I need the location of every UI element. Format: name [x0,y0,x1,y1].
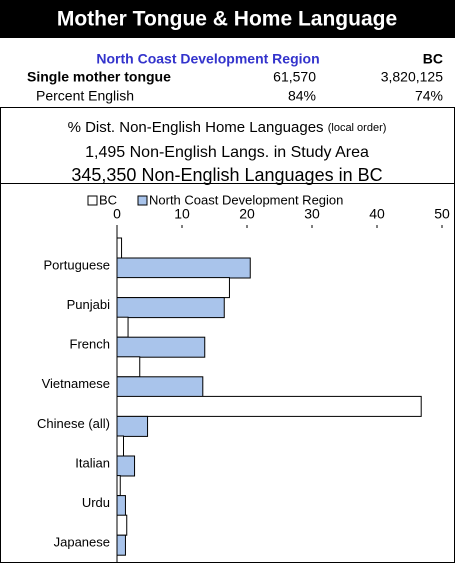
chart: BC North Coast Development Region 0 10 20 30 4… [37,192,450,562]
bar [116,415,149,437]
bar [116,395,422,417]
bar [116,257,251,279]
bar [116,514,128,536]
cell: 74% [415,88,443,104]
column-header: North Coast Development Region [96,51,319,67]
bar [116,336,206,358]
bar [116,237,123,259]
summary-line: 1,495 Non-English Langs. in Study Area [85,144,369,161]
x-tick-label: 30 [304,206,320,222]
legend-label: North Coast Development Region [149,192,343,207]
chart-box [0,183,455,563]
bar [116,376,204,398]
bar [116,356,141,378]
category-label: Italian [75,455,110,470]
category-label: Urdu [82,495,110,510]
x-tick-label: 0 [113,206,121,222]
cell: 84% [288,88,316,104]
cell: 61,570 [273,69,316,85]
summary-note: (local order) [328,122,387,134]
category-label: Chinese (all) [37,416,110,431]
category-label: French [70,337,110,352]
summary-heading-text: % Dist. Non-English Home Languages [68,119,324,136]
legend-label: BC [99,192,117,207]
x-tick-label: 40 [369,206,385,222]
bar [116,495,126,517]
summary-heading: % Dist. Non-English Home Languages (loca… [68,119,387,136]
title: Mother Tongue & Home Language [57,8,397,31]
category-label: Vietnamese [42,376,110,391]
bar [116,435,124,457]
bar [116,297,225,319]
category-label: Portuguese [44,257,111,272]
category-label: Punjabi [67,297,110,312]
legend-swatch [137,195,148,206]
category-label: Japanese [54,535,110,550]
cell: 3,820,125 [381,69,443,85]
row-label: Single mother tongue [27,69,171,85]
row-label: Percent English [36,88,134,104]
legend-swatch [87,195,98,206]
bar [116,316,129,338]
x-tick-label: 10 [174,206,190,222]
column-header: BC [423,51,443,67]
x-tick-label: 20 [239,206,255,222]
title-band [0,0,455,38]
bar [116,277,230,299]
summary-line: 345,350 Non-English Languages in BC [71,165,382,185]
x-tick-label: 50 [434,206,450,222]
bar [116,534,126,556]
bar [116,455,136,477]
